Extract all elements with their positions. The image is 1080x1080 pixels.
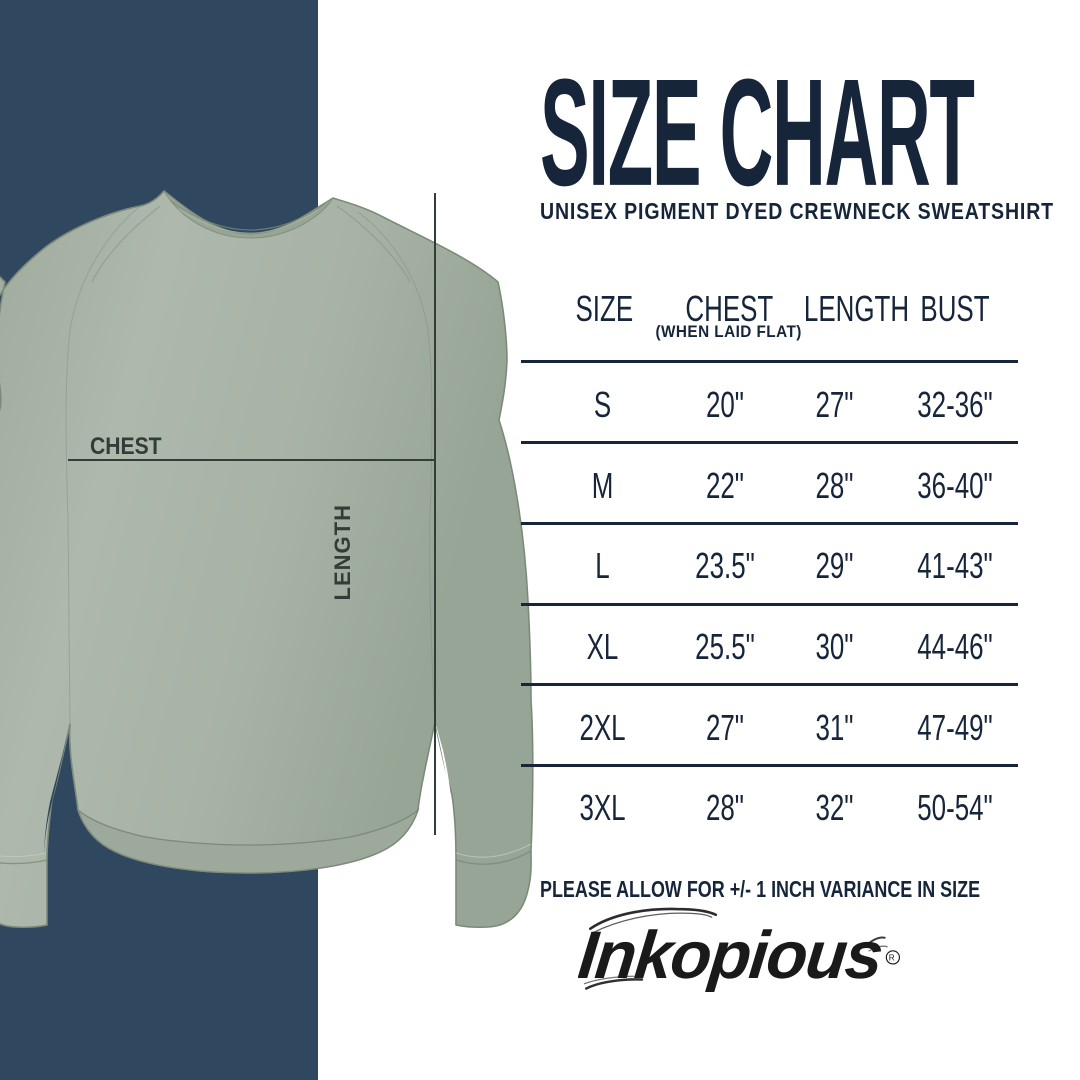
svg-text:Inkopious: Inkopious [578, 918, 885, 993]
svg-text:R: R [889, 954, 895, 963]
